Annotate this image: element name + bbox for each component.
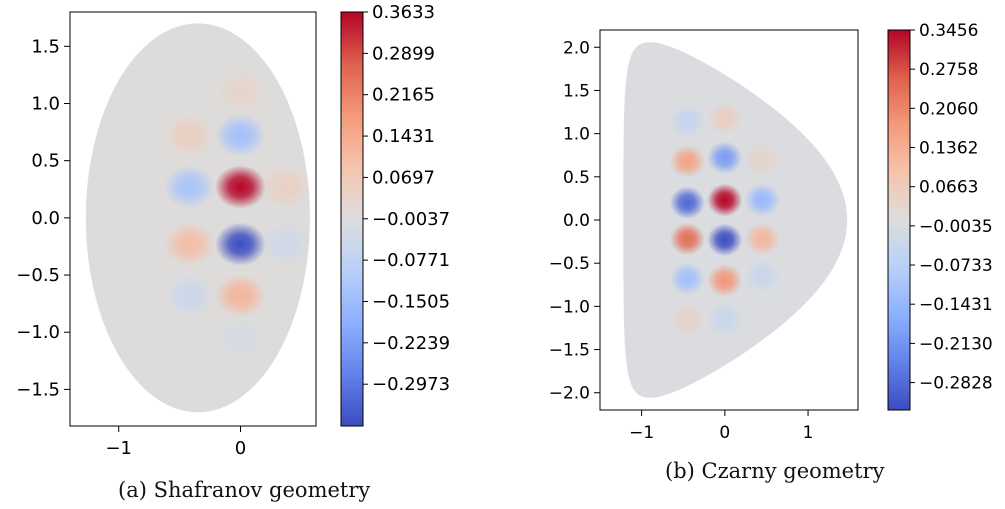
colorbar-tick-label: 0.0697: [372, 167, 435, 188]
y-tick-label: −0.5: [16, 265, 60, 286]
x-tick-label: 0: [235, 438, 246, 459]
czarny-field: [669, 101, 780, 336]
field-blob: [214, 316, 267, 360]
y-tick-label: −2.0: [549, 384, 590, 404]
field-blob: [744, 259, 780, 293]
shafranov-colorbar: [340, 11, 364, 427]
colorbar-tick-label: −0.2130: [919, 334, 993, 354]
colorbar-tick-label: 0.2165: [372, 85, 435, 106]
x-tick-label: 0: [719, 423, 730, 443]
colorbar-tick-label: 0.2758: [919, 60, 978, 80]
colorbar-tick-label: 0.3456: [919, 21, 978, 41]
field-blob: [214, 113, 267, 158]
shafranov-field: [163, 70, 310, 360]
x-tick-label: −1: [105, 438, 132, 459]
colorbar-tick-label: −0.1431: [919, 295, 993, 315]
field-blob: [707, 101, 743, 135]
field-blob: [707, 183, 743, 217]
colorbar-tick-label: 0.2060: [919, 99, 978, 119]
colorbar-tick-label: 0.3633: [372, 2, 435, 23]
field-blob: [707, 264, 743, 297]
colorbar-tick-label: −0.0733: [919, 256, 993, 276]
colorbar-tick-label: 0.0663: [919, 178, 978, 198]
colorbar-tick-label: −0.0771: [372, 250, 450, 271]
shafranov-domain: [85, 23, 310, 413]
colorbar-tick-label: −0.0037: [372, 209, 450, 230]
field-blob: [214, 222, 267, 266]
colorbar-tick-label: 0.2899: [372, 43, 435, 64]
field-blob: [669, 104, 705, 138]
field-blob: [163, 222, 215, 266]
y-tick-label: −1.0: [16, 322, 60, 343]
field-blob: [744, 143, 780, 176]
field-blob: [214, 165, 267, 209]
czarny-domain: [623, 42, 848, 398]
field-blob: [669, 302, 705, 336]
field-blob: [214, 70, 267, 114]
y-tick-label: 1.5: [31, 36, 60, 57]
y-tick-label: −1.5: [549, 341, 590, 361]
shafranov-axes-frame: [69, 11, 317, 427]
field-blob: [669, 262, 705, 296]
y-tick-label: 0.5: [31, 151, 60, 172]
y-tick-label: 1.0: [563, 125, 590, 145]
field-blob: [744, 222, 780, 256]
y-tick-label: 0.0: [31, 208, 60, 229]
field-blob: [214, 273, 267, 318]
y-tick-label: −0.5: [549, 254, 590, 274]
colorbar-tick-label: 0.1431: [372, 126, 435, 147]
caption-czarny: (b) Czarny geometry: [665, 459, 885, 483]
field-blob: [669, 222, 705, 256]
field-blob: [259, 222, 310, 266]
colorbar-tick-label: −0.0035: [919, 217, 993, 237]
shafranov-plot: −1 0 1.5 1.0 0.5 0.0 −0.5 −1.0 −1.5 0.3633 0.2899 0…: [16, 2, 450, 459]
y-tick-label: −1.5: [16, 379, 60, 400]
colorbar-tick-label: −0.2828: [919, 374, 993, 394]
y-tick-label: 1.5: [563, 81, 590, 101]
y-tick-label: −1.0: [549, 297, 590, 317]
field-blob: [163, 165, 215, 209]
field-blob: [707, 223, 743, 257]
panel-shafranov: −1 0 1.5 1.0 0.5 0.0 −0.5 −1.0 −1.5 0.3633 0.2899 0…: [0, 0, 480, 509]
colorbar-tick-label: −0.1505: [372, 291, 450, 312]
field-blob: [707, 302, 743, 336]
field-blob: [744, 183, 780, 217]
colorbar-tick-label: 0.1362: [919, 138, 978, 158]
x-tick-label: −1: [629, 423, 654, 443]
colorbar-tick-label: −0.2973: [372, 374, 450, 395]
caption-shafranov: (a) Shafranov geometry: [118, 478, 371, 502]
czarny-plot: −1 0 1 2.0 1.5 1.0 0.5 0.0 −0.5 −1.0 −1.5 −2.0 0.345…: [549, 21, 993, 443]
field-blob: [669, 186, 705, 220]
y-tick-label: 0.5: [563, 168, 590, 188]
y-tick-label: 1.0: [31, 93, 60, 114]
field-blob: [163, 113, 215, 158]
y-tick-label: 0.0: [563, 211, 590, 231]
czarny-colorbar: [887, 29, 911, 411]
field-blob: [259, 165, 310, 209]
panel-czarny: −1 0 1 2.0 1.5 1.0 0.5 0.0 −0.5 −1.0 −1.5 −2.0 0.345…: [500, 0, 1005, 509]
colorbar-tick-label: −0.2239: [372, 333, 450, 354]
field-blob: [707, 141, 743, 175]
field-blob: [163, 273, 215, 318]
x-tick-label: 1: [803, 423, 814, 443]
field-blob: [669, 144, 705, 178]
y-tick-label: 2.0: [563, 38, 590, 58]
